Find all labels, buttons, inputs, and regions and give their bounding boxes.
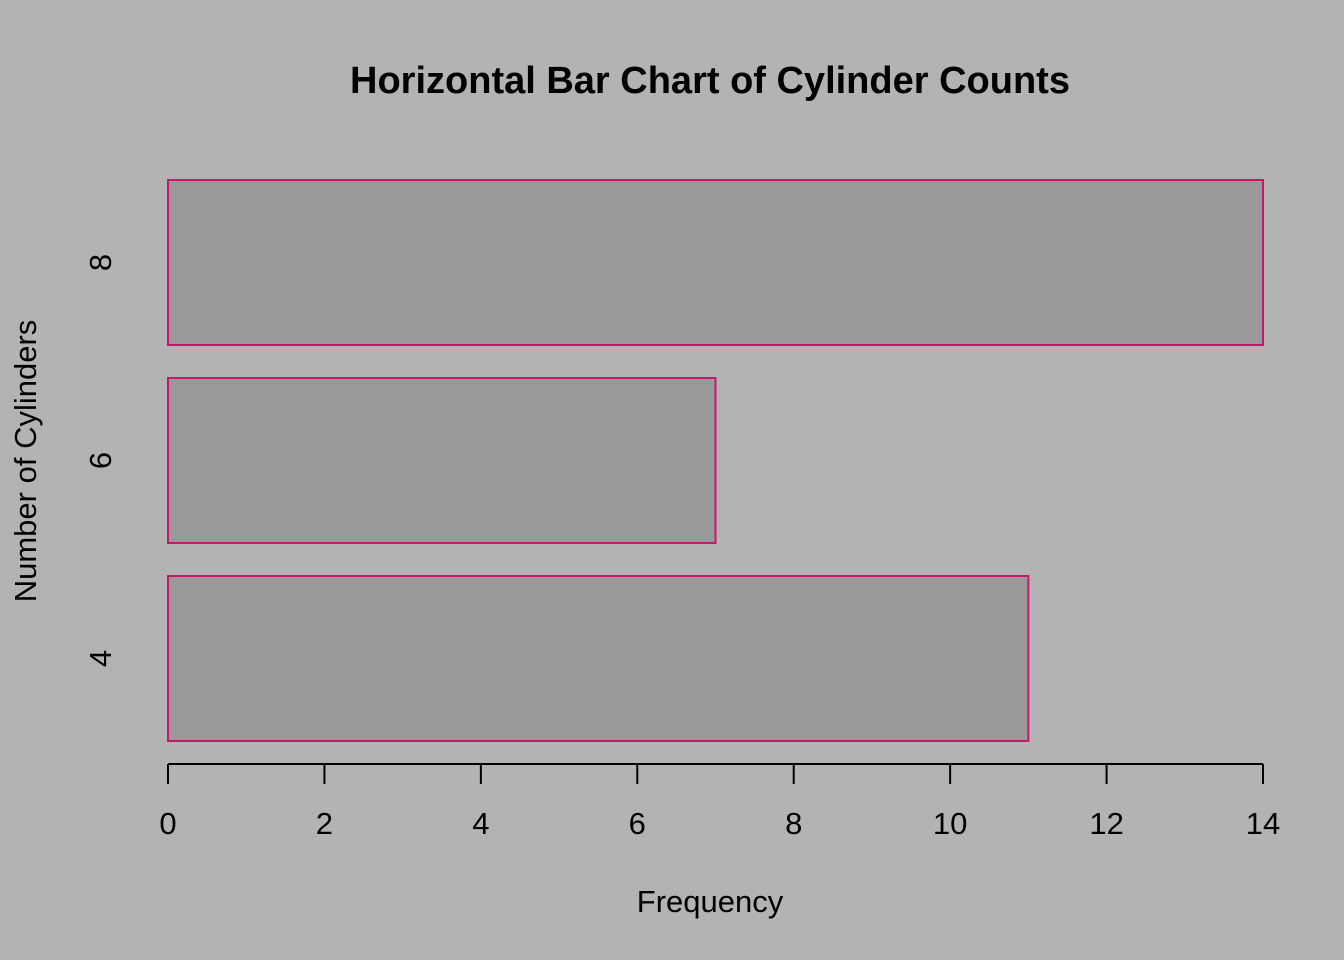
- y-axis-label: Number of Cylinders: [8, 320, 43, 603]
- bars-group: [167, 179, 1264, 742]
- x-tick-label: 6: [629, 806, 646, 841]
- y-tick-label: 6: [83, 452, 118, 469]
- chart-title: Horizontal Bar Chart of Cylinder Counts: [350, 60, 1070, 102]
- x-axis: 0 2 4 6 8 10 12 14: [159, 763, 1280, 841]
- x-tick-label: 8: [785, 806, 802, 841]
- bar-cyl-6: [167, 377, 717, 544]
- x-tick-label: 12: [1089, 806, 1123, 841]
- x-tick-label: 10: [933, 806, 967, 841]
- y-tick-label: 8: [83, 254, 118, 271]
- x-ticks: 0 2 4 6 8 10 12 14: [159, 764, 1280, 841]
- y-tick-labels: 4 6 8: [83, 254, 118, 667]
- x-tick-label: 14: [1246, 806, 1280, 841]
- bar-cyl-4: [167, 575, 1030, 742]
- x-axis-label: Frequency: [637, 884, 784, 919]
- x-tick-label: 0: [159, 806, 176, 841]
- x-tick-label: 4: [472, 806, 489, 841]
- bar-cyl-8: [167, 179, 1264, 346]
- y-tick-label: 4: [83, 650, 118, 667]
- x-tick-label: 2: [316, 806, 333, 841]
